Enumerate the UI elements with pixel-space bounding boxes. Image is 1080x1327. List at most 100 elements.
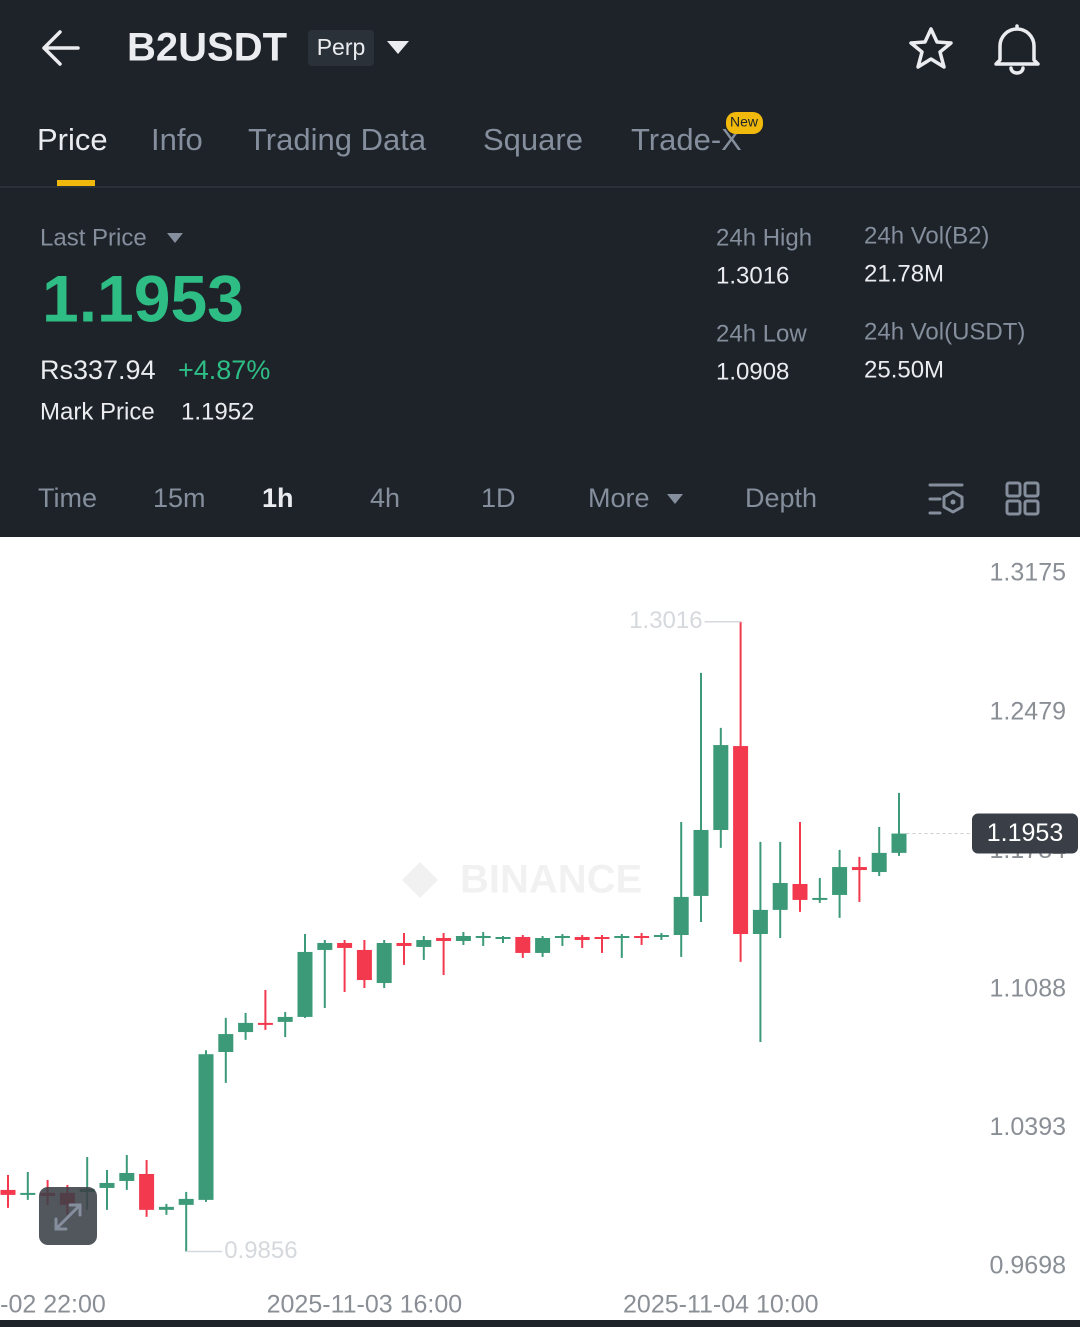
tab[interactable]: Trade-X bbox=[631, 122, 742, 157]
low-marker: 0.9856 bbox=[224, 1237, 297, 1264]
candle-body bbox=[554, 936, 570, 939]
bottom-bar bbox=[0, 1320, 1080, 1327]
candle-body bbox=[693, 829, 709, 896]
mark-price: 1.1952 bbox=[181, 398, 254, 425]
candle-body bbox=[396, 942, 412, 946]
x-tick-label: 2025-11-02 22:00 bbox=[0, 1291, 106, 1319]
alert-button[interactable] bbox=[994, 24, 1040, 75]
interval[interactable]: More bbox=[588, 483, 650, 513]
candle-body bbox=[416, 939, 432, 947]
candle-body bbox=[832, 867, 848, 895]
new-badge: New bbox=[730, 114, 759, 130]
candle-body bbox=[0, 1189, 16, 1195]
watermark-text: BINANCE bbox=[460, 858, 642, 902]
new-badge-bg bbox=[726, 112, 763, 134]
interval[interactable]: Depth bbox=[745, 483, 817, 513]
favorite-button[interactable] bbox=[909, 27, 953, 69]
candle-body bbox=[891, 833, 907, 853]
candle-body bbox=[198, 1054, 214, 1200]
candle-body bbox=[614, 936, 630, 939]
tab[interactable]: Square bbox=[483, 122, 583, 157]
candle-body bbox=[238, 1022, 254, 1033]
candle-body bbox=[317, 942, 333, 950]
y-tick-label: 1.0393 bbox=[990, 1113, 1066, 1141]
y-tick-label: 1.1088 bbox=[990, 975, 1066, 1003]
symbol[interactable]: B2USDT bbox=[127, 26, 287, 70]
candle-body bbox=[495, 936, 511, 939]
header-bg bbox=[0, 0, 1080, 537]
candle-body bbox=[851, 867, 867, 871]
mark-price-label: Mark Price bbox=[40, 398, 155, 425]
high-value: 1.3016 bbox=[716, 262, 789, 289]
vol-quote-label: 24h Vol(USDT) bbox=[864, 318, 1025, 345]
candle-body bbox=[574, 936, 590, 940]
interval[interactable]: 4h bbox=[370, 483, 400, 513]
candle-body bbox=[178, 1198, 194, 1205]
watermark: BINANCE bbox=[402, 858, 642, 902]
x-tick-label: 2025-11-03 16:00 bbox=[267, 1291, 463, 1319]
candle-body bbox=[515, 936, 531, 953]
candle-body bbox=[673, 896, 689, 936]
candle-body bbox=[356, 949, 372, 981]
tab[interactable]: Trading Data bbox=[248, 122, 427, 157]
x-tick-label: 2025-11-04 10:00 bbox=[623, 1291, 819, 1319]
symbol-dropdown[interactable] bbox=[387, 41, 409, 54]
candle-body bbox=[594, 936, 610, 939]
candle-body bbox=[436, 937, 452, 941]
candle-body bbox=[99, 1182, 115, 1188]
low-value: 1.0908 bbox=[716, 358, 789, 385]
more-dropdown[interactable] bbox=[667, 494, 683, 504]
vol-base-value: 21.78M bbox=[864, 260, 944, 287]
candle-body bbox=[535, 937, 551, 953]
candle-body bbox=[297, 951, 313, 1017]
local-price: Rs337.94 bbox=[40, 355, 156, 385]
back-button[interactable] bbox=[42, 30, 80, 66]
candle-body bbox=[733, 746, 749, 935]
tab[interactable]: Info bbox=[151, 122, 203, 157]
candle-body bbox=[119, 1172, 135, 1181]
vol-quote-value: 25.50M bbox=[864, 356, 944, 383]
contract-badge bbox=[308, 30, 374, 66]
low-label: 24h Low bbox=[716, 320, 807, 347]
high-marker: 1.3016 bbox=[629, 607, 702, 634]
candle-body bbox=[139, 1173, 155, 1210]
indicator-settings[interactable] bbox=[928, 483, 964, 515]
interval[interactable]: 1h bbox=[262, 483, 294, 513]
active-tab-indicator bbox=[57, 180, 95, 186]
vol-base-label: 24h Vol(B2) bbox=[864, 222, 989, 249]
current-price-tag bbox=[972, 813, 1078, 854]
tab[interactable]: Price bbox=[37, 122, 108, 157]
y-tick-label: 1.2479 bbox=[990, 697, 1066, 725]
fullscreen-button[interactable] bbox=[39, 1187, 97, 1245]
candle-body bbox=[475, 936, 491, 939]
candle-body bbox=[713, 745, 729, 830]
interval[interactable]: 1D bbox=[481, 483, 516, 513]
chart-bg bbox=[0, 537, 1080, 1320]
price-type-dropdown[interactable] bbox=[167, 233, 183, 243]
current-price: 1.1953 bbox=[987, 819, 1063, 847]
y-tick-label: 1.3175 bbox=[990, 559, 1066, 587]
candle-body bbox=[376, 942, 392, 984]
candle-body bbox=[772, 882, 788, 910]
interval[interactable]: 15m bbox=[153, 483, 206, 513]
candle-body bbox=[871, 852, 887, 873]
candle-body bbox=[337, 942, 353, 948]
candle-body bbox=[812, 897, 828, 900]
layout-button[interactable] bbox=[1005, 481, 1040, 516]
plot: 0.96981.03931.10881.17841.24791.31752025… bbox=[0, 559, 1078, 1319]
candle-body bbox=[752, 909, 768, 935]
last-price: 1.1953 bbox=[42, 261, 244, 335]
contract-type: Perp bbox=[317, 34, 366, 60]
y-tick-label: 0.9698 bbox=[990, 1252, 1066, 1280]
candle-body bbox=[277, 1016, 293, 1022]
candle-body bbox=[792, 883, 808, 900]
candle-body bbox=[653, 935, 669, 938]
candle-body bbox=[634, 936, 650, 939]
price-change: +4.87% bbox=[178, 355, 270, 385]
candle-body bbox=[20, 1192, 36, 1195]
interval[interactable]: Time bbox=[38, 483, 97, 513]
high-label: 24h High bbox=[716, 224, 812, 251]
candle-body bbox=[158, 1206, 174, 1210]
